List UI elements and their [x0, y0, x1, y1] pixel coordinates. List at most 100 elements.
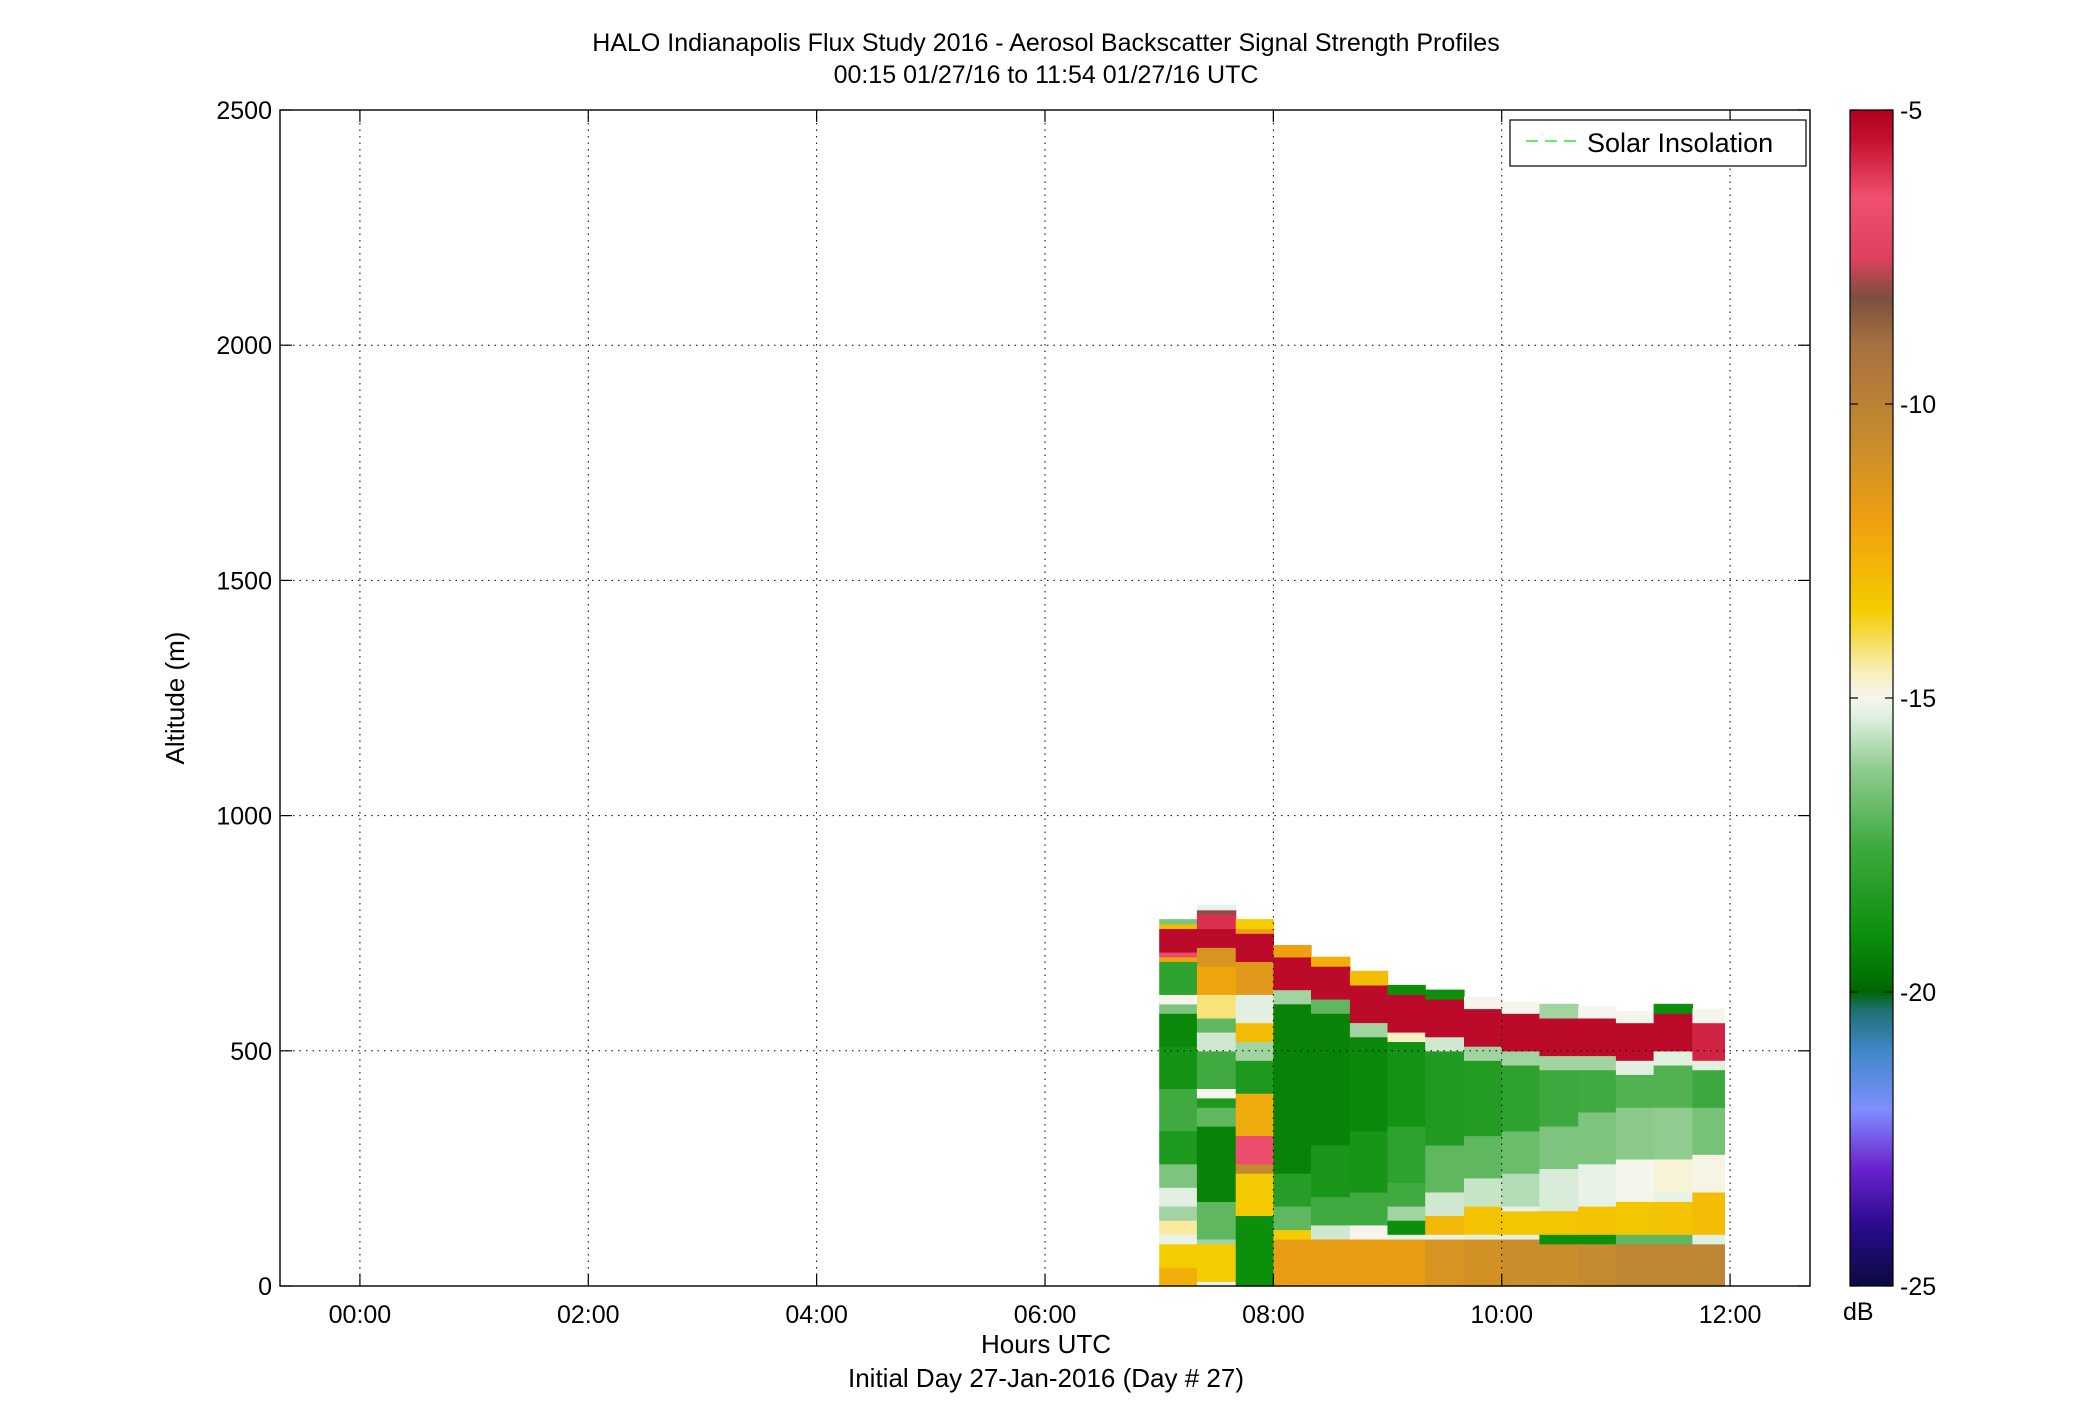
profile-11 [1578, 1006, 1617, 1287]
heatmap-cell [1692, 1060, 1725, 1071]
heatmap-cell [1235, 1163, 1274, 1174]
profile-12 [1615, 1010, 1655, 1287]
heatmap-cell [1653, 1201, 1693, 1235]
heatmap-cell [1196, 947, 1237, 967]
heatmap-cell [1311, 1144, 1351, 1198]
heatmap-cell [1311, 1224, 1351, 1240]
heatmap-cell [1159, 1206, 1198, 1221]
heatmap-cell [1578, 1069, 1617, 1113]
heatmap-cell [1615, 1159, 1655, 1202]
profile-4 [1311, 956, 1351, 1287]
heatmap-cell [1311, 1196, 1351, 1226]
heatmap-cell [1349, 1130, 1389, 1193]
heatmap-cell [1196, 1050, 1237, 1089]
heatmap-cell [1539, 1210, 1579, 1235]
heatmap-cell [1692, 1191, 1725, 1235]
heatmap-cell [1653, 1234, 1693, 1245]
heatmap-cell [1653, 1003, 1693, 1014]
heatmap-cell [1273, 1239, 1312, 1287]
heatmap-cell [1464, 996, 1503, 1010]
heatmap-cell [1425, 1234, 1465, 1240]
heatmap-cell [1692, 1022, 1725, 1061]
profile-7 [1425, 989, 1465, 1287]
y-tick-label: 1500 [216, 567, 272, 595]
y-tick-label: 2000 [216, 332, 272, 360]
heatmap-cell [1464, 1060, 1503, 1137]
heatmap-cell [1159, 919, 1198, 925]
heatmap-cell [1578, 1234, 1617, 1245]
heatmap-cell [1235, 1135, 1274, 1165]
heatmap-cell [1349, 1224, 1389, 1240]
heatmap-cell [1235, 933, 1274, 962]
profile-14 [1692, 1008, 1725, 1287]
heatmap-cell [1387, 1041, 1426, 1127]
heatmap-cell [1578, 1243, 1617, 1287]
profile-10 [1539, 1003, 1579, 1287]
heatmap-cell [1464, 1046, 1503, 1061]
heatmap-cell [1578, 1017, 1617, 1057]
heatmap-cell [1425, 1191, 1465, 1216]
heatmap-cell [1273, 945, 1312, 958]
heatmap-cell [1159, 961, 1198, 995]
heatmap-cell [1464, 1206, 1503, 1235]
heatmap-cell [1615, 1234, 1655, 1245]
heatmap-cell [1196, 1097, 1237, 1108]
heatmap-cell [1615, 1010, 1655, 1024]
heatmap-cell [1501, 1239, 1540, 1287]
heatmap-cell [1578, 1163, 1617, 1207]
heatmap-cell [1235, 961, 1274, 995]
profile-5 [1349, 970, 1389, 1287]
y-tick-label: 2500 [216, 97, 272, 125]
heatmap-cell [1273, 1003, 1312, 1174]
y-axis-label: Altitude (m) [160, 632, 190, 765]
heatmap-cell [1159, 1187, 1198, 1207]
y-tick-label: 1000 [216, 803, 272, 831]
heatmap-cell [1196, 1239, 1237, 1245]
heatmap-cell [1425, 1239, 1465, 1287]
heatmap-cell [1159, 1243, 1198, 1268]
heatmap-cell [1501, 1001, 1540, 1014]
heatmap-cell [1501, 1206, 1540, 1212]
colorbar-tick-label: -10 [1900, 391, 1936, 419]
heatmap-cell [1501, 1130, 1540, 1174]
profile-13 [1653, 1003, 1693, 1287]
heatmap-cell [1235, 928, 1274, 934]
heatmap-cell [1692, 1243, 1725, 1287]
heatmap-cell [1273, 956, 1312, 991]
x-tick-label: 10:00 [1470, 1301, 1533, 1329]
heatmap-cell [1311, 999, 1351, 1014]
heatmap-cell [1387, 1206, 1426, 1221]
heatmap-cell [1501, 1050, 1540, 1066]
heatmap-cell [1196, 994, 1237, 1019]
heatmap-cell [1578, 1112, 1617, 1165]
heatmap-cell [1235, 1022, 1274, 1042]
heatmap-cell [1501, 1173, 1540, 1207]
x-tick-label: 00:00 [329, 1301, 392, 1329]
heatmap-cell [1387, 1182, 1426, 1207]
plot-area: 00:00 02:00 04:00 06:00 08:00 10:00 12:00 0 500 1… [216, 97, 1811, 1329]
heatmap-cell [1311, 1239, 1351, 1287]
heatmap-cell [1692, 1234, 1725, 1245]
heatmap-cell [1501, 1013, 1540, 1052]
heatmap-cell [1692, 1107, 1725, 1155]
heatmap-cell [1273, 1173, 1312, 1207]
heatmap-cell [1464, 1239, 1503, 1287]
heatmap-cell [1539, 1055, 1579, 1071]
heatmap-cell [1159, 1046, 1198, 1089]
heatmap-cell [1235, 919, 1274, 930]
heatmap-cell [1196, 1032, 1237, 1052]
heatmap-cell [1425, 1144, 1465, 1193]
heatmap-cell [1159, 1163, 1198, 1188]
heatmap-cell [1653, 1191, 1693, 1202]
heatmap-cell [1464, 1008, 1503, 1047]
heatmap-cell [1653, 1013, 1693, 1052]
heatmap-cell [1425, 989, 1465, 1000]
legend-box [1509, 119, 1807, 167]
heatmap-cell [1273, 989, 1312, 1005]
heatmap-cell [1196, 1243, 1237, 1282]
profile-8 [1464, 996, 1503, 1287]
legend: Solar Insolation [1509, 119, 1807, 167]
heatmap-cell [1196, 1017, 1237, 1033]
heatmap-cell [1196, 1126, 1237, 1202]
heatmap-cell [1615, 1060, 1655, 1075]
